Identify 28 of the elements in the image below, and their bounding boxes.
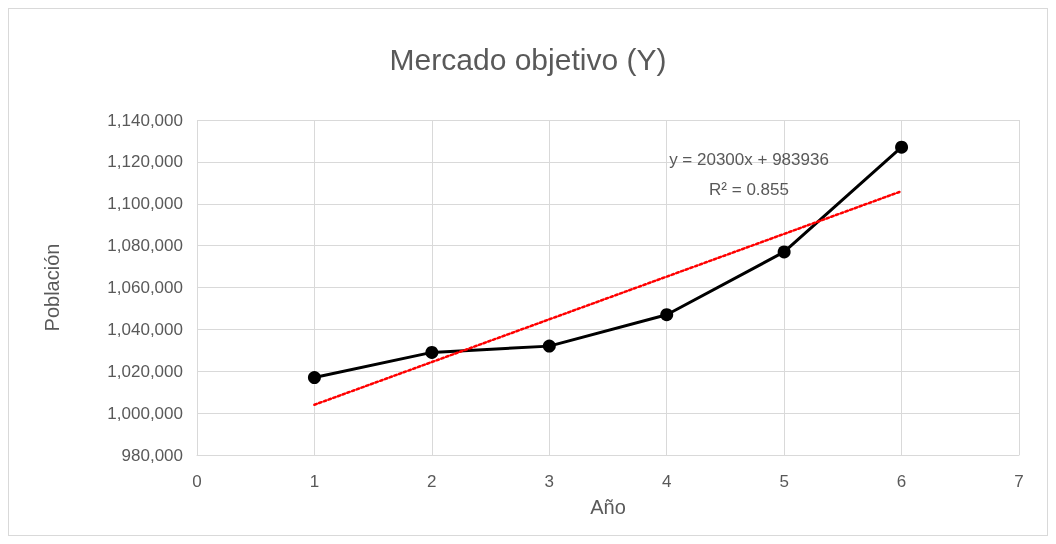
- x-axis-title: Año: [590, 496, 626, 518]
- y-tick-label: 1,120,000: [107, 152, 183, 172]
- point: [777, 245, 791, 259]
- y-tick-label: 1,080,000: [107, 236, 183, 256]
- chart-title: Mercado objetivo (Y): [389, 42, 667, 76]
- y-tick-label: 980,000: [121, 445, 183, 465]
- x-tick-label: 7: [1014, 472, 1024, 491]
- y-axis-title: Población: [41, 243, 63, 332]
- y-tick-label: 1,060,000: [107, 278, 183, 297]
- y-tick-label: 1,100,000: [107, 194, 183, 214]
- x-tick-label: 4: [661, 472, 672, 491]
- point: [542, 339, 556, 353]
- point: [895, 140, 909, 154]
- y-tick-label: 1,000,000: [107, 403, 183, 423]
- y-tick-label: 1,040,000: [107, 319, 183, 339]
- x-tick-label: 0: [192, 472, 202, 491]
- y-tick-label: 1,020,000: [107, 361, 183, 381]
- x-tick-label: 2: [427, 472, 437, 491]
- annotation: y = 20300x + 983936: [669, 149, 829, 169]
- x-tick-label: 5: [779, 472, 789, 491]
- x-tick-label: 6: [896, 472, 907, 491]
- point: [307, 371, 321, 385]
- y-tick-label: 1,140,000: [107, 110, 183, 130]
- x-tick-label: 3: [544, 472, 555, 491]
- point: [425, 345, 439, 359]
- annotation: R² = 0.855: [709, 179, 789, 199]
- point: [660, 308, 674, 322]
- x-tick-label: 1: [309, 472, 320, 491]
